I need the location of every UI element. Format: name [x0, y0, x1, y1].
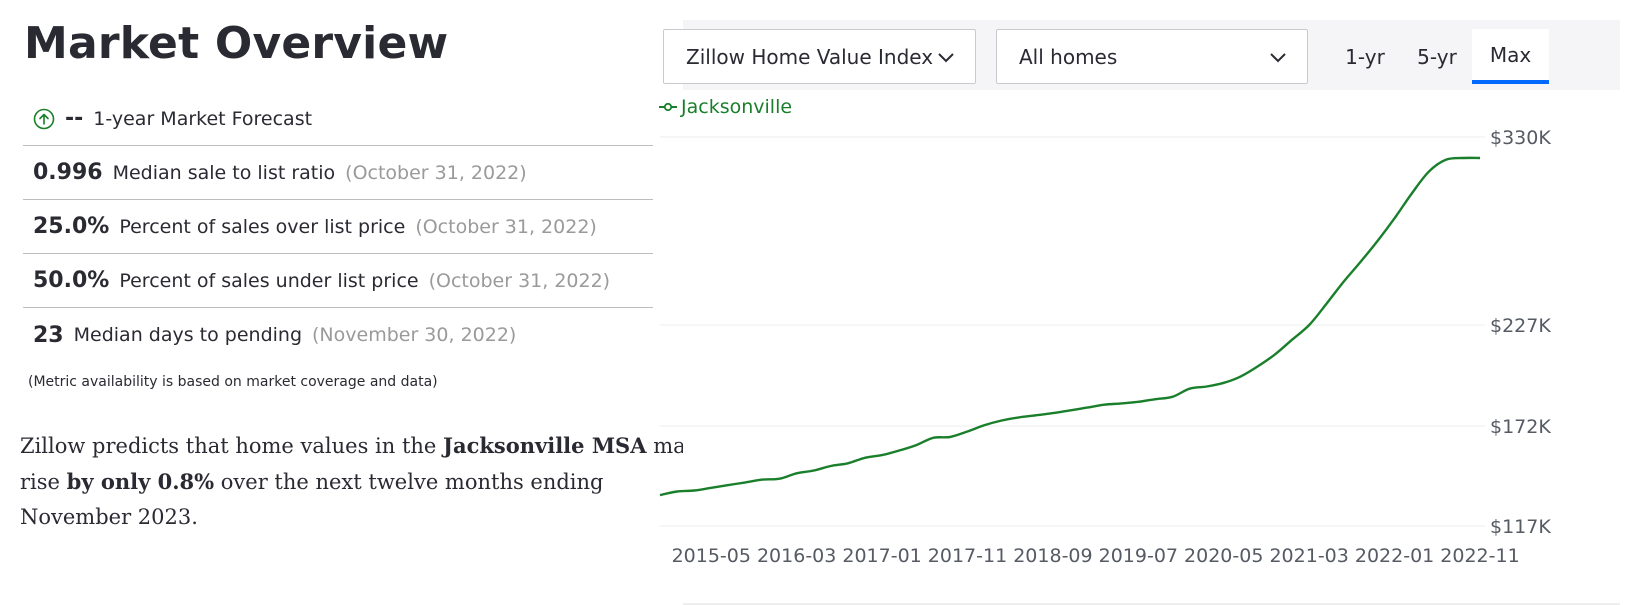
- home-type-select-value: All homes: [1019, 44, 1118, 69]
- metric-label: Percent of sales over list price: [119, 215, 406, 238]
- chevron-down-icon: [938, 53, 954, 63]
- arrow-up-circle-icon: [33, 108, 55, 129]
- chevron-down-icon: [1270, 53, 1286, 63]
- x-tick-label: 2015-05: [672, 545, 751, 567]
- range-tab-max[interactable]: Max: [1472, 29, 1549, 84]
- metric-select[interactable]: Zillow Home Value Index: [663, 29, 976, 84]
- metric-label: Percent of sales under list price: [119, 269, 419, 292]
- prediction-region: Jacksonville MSA: [443, 433, 647, 458]
- y-tick-label: $172K: [1490, 416, 1551, 438]
- home-type-select[interactable]: All homes: [996, 29, 1308, 84]
- metric-row-days-to-pending: 23 Median days to pending (November 30, …: [23, 308, 653, 362]
- metric-date: (October 31, 2022): [345, 161, 527, 184]
- chart-legend: Jacksonville: [659, 96, 792, 118]
- page-title: Market Overview: [24, 18, 449, 69]
- x-tick-label: 2022-01: [1355, 545, 1434, 567]
- metric-label: Median sale to list ratio: [112, 161, 336, 184]
- legend-line-icon: [659, 102, 677, 112]
- metric-date: (October 31, 2022): [415, 215, 597, 238]
- y-tick-label: $227K: [1490, 315, 1551, 337]
- prediction-text: over the next twelve months ending Novem…: [20, 470, 604, 529]
- metric-value: 0.996: [33, 160, 103, 185]
- chart-controls: Zillow Home Value Index All homes 1-yr 5…: [663, 20, 1620, 90]
- range-tab-5yr[interactable]: 5-yr: [1417, 44, 1457, 69]
- x-tick-label: 2021-03: [1269, 545, 1348, 567]
- metric-row-over-list: 25.0% Percent of sales over list price (…: [23, 200, 653, 254]
- x-tick-label: 2017-11: [928, 545, 1007, 567]
- metric-row-under-list: 50.0% Percent of sales under list price …: [23, 254, 653, 308]
- metric-date: (October 31, 2022): [428, 269, 611, 292]
- metric-value: 23: [33, 322, 64, 348]
- metric-availability-note: (Metric availability is based on market …: [28, 374, 438, 390]
- x-tick-label: 2019-07: [1099, 545, 1178, 567]
- chart-bottom-rule: [683, 603, 1620, 605]
- metric-row-sale-to-list: 0.996 Median sale to list ratio (October…: [23, 146, 653, 200]
- chart-panel: Zillow Home Value Index All homes 1-yr 5…: [659, 20, 1634, 605]
- metric-value: 50.0%: [33, 268, 110, 293]
- x-tick-label: 2020-05: [1184, 545, 1263, 567]
- prediction-change: by only 0.8%: [66, 469, 215, 494]
- y-tick-label: $117K: [1490, 516, 1551, 538]
- series-line-jacksonville[interactable]: [659, 156, 1481, 497]
- metric-value: 25.0%: [33, 214, 110, 239]
- line-chart: $117K $172K $227K $330K 2015-05 2016-03 2017-0…: [659, 127, 1551, 567]
- x-tick-label: 2022-11: [1440, 545, 1519, 567]
- metric-select-value: Zillow Home Value Index: [686, 44, 934, 69]
- forecast-value: --: [65, 106, 84, 131]
- x-tick-label: 2016-03: [757, 545, 836, 567]
- range-tab-1yr[interactable]: 1-yr: [1345, 44, 1385, 69]
- forecast-label: 1-year Market Forecast: [93, 107, 313, 130]
- metric-label: Median days to pending: [73, 324, 303, 346]
- metric-date: (November 30, 2022): [312, 324, 517, 346]
- prediction-text: Zillow predicts that home values in the: [20, 434, 444, 458]
- legend-label: Jacksonville: [681, 96, 793, 118]
- x-tick-label: 2018-09: [1013, 545, 1092, 567]
- metrics-list: -- 1-year Market Forecast 0.996 Median s…: [23, 92, 653, 362]
- x-tick-label: 2017-01: [842, 545, 921, 567]
- y-tick-label: $330K: [1490, 127, 1551, 149]
- forecast-prediction: Zillow predicts that home values in the …: [20, 428, 700, 535]
- metric-row-forecast: -- 1-year Market Forecast: [23, 92, 653, 146]
